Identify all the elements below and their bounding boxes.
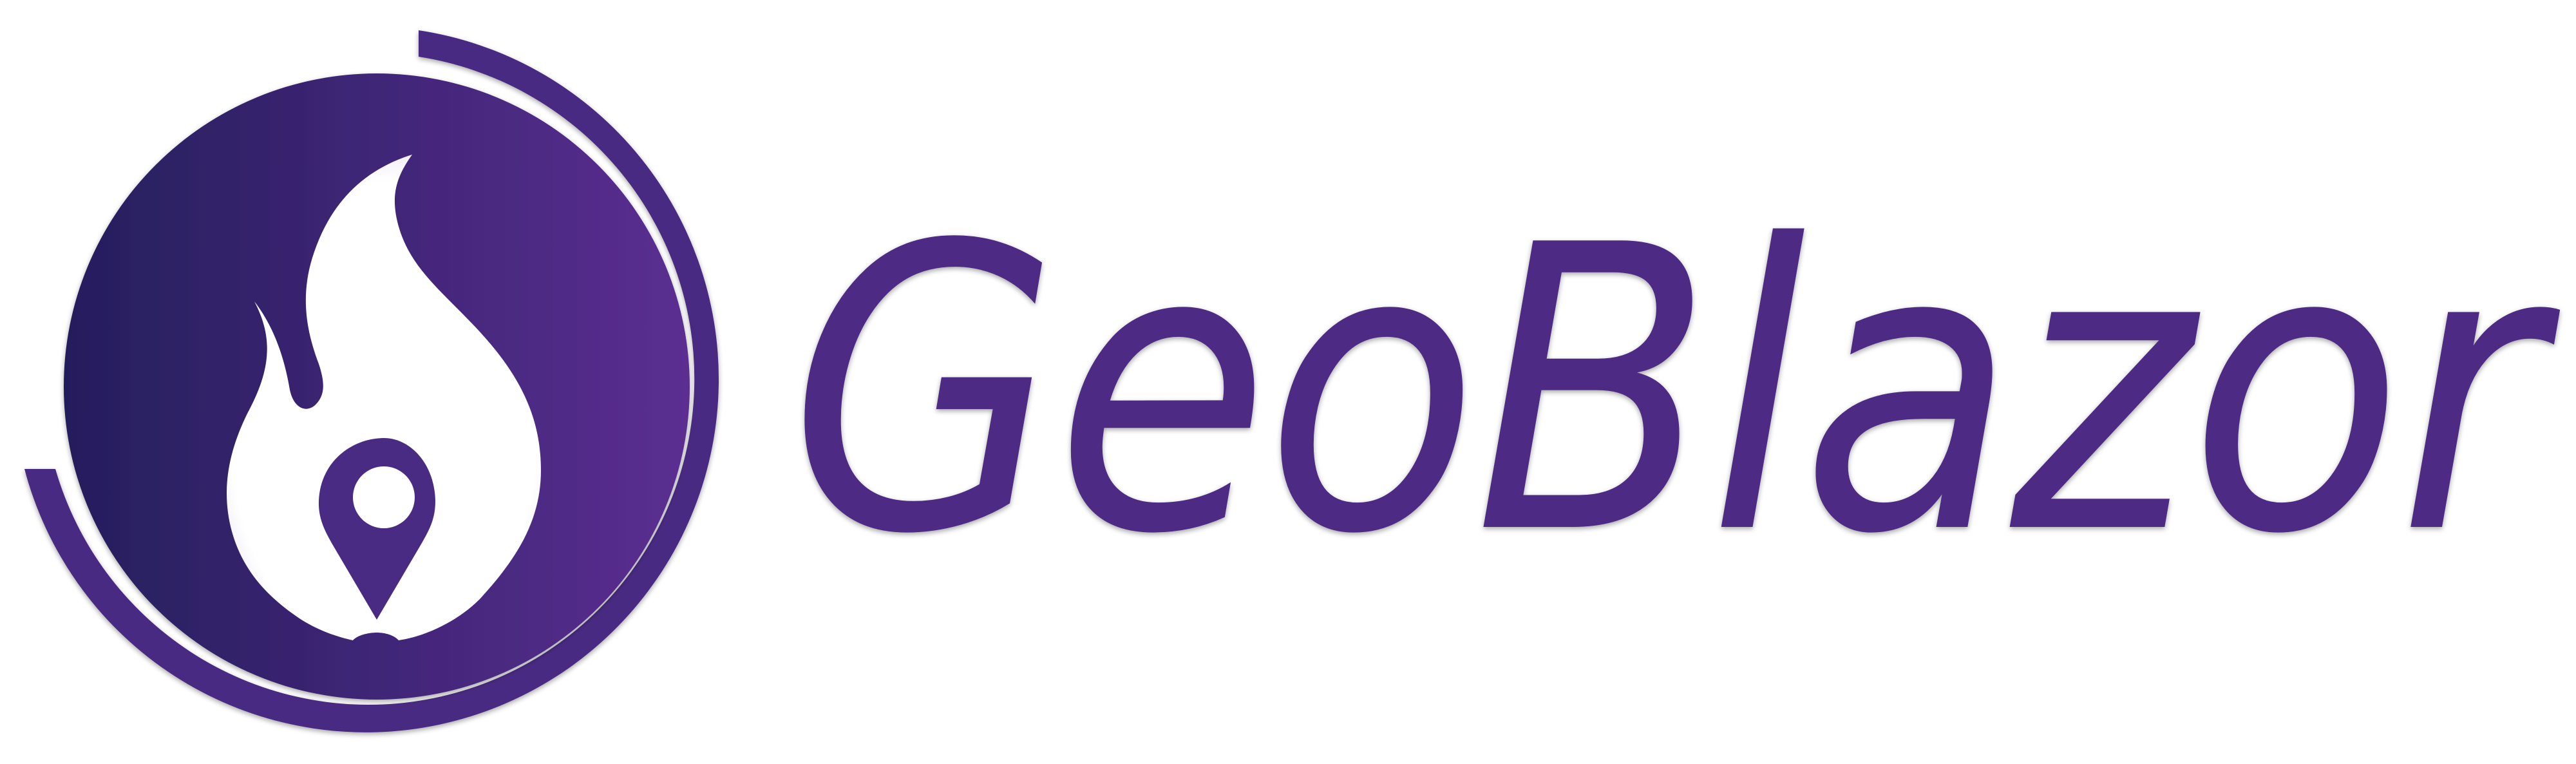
flame-map-pin-icon: [227, 155, 541, 640]
brand-name: GeoBlazor: [789, 162, 2562, 620]
wordmark: GeoBlazor: [789, 162, 2567, 620]
